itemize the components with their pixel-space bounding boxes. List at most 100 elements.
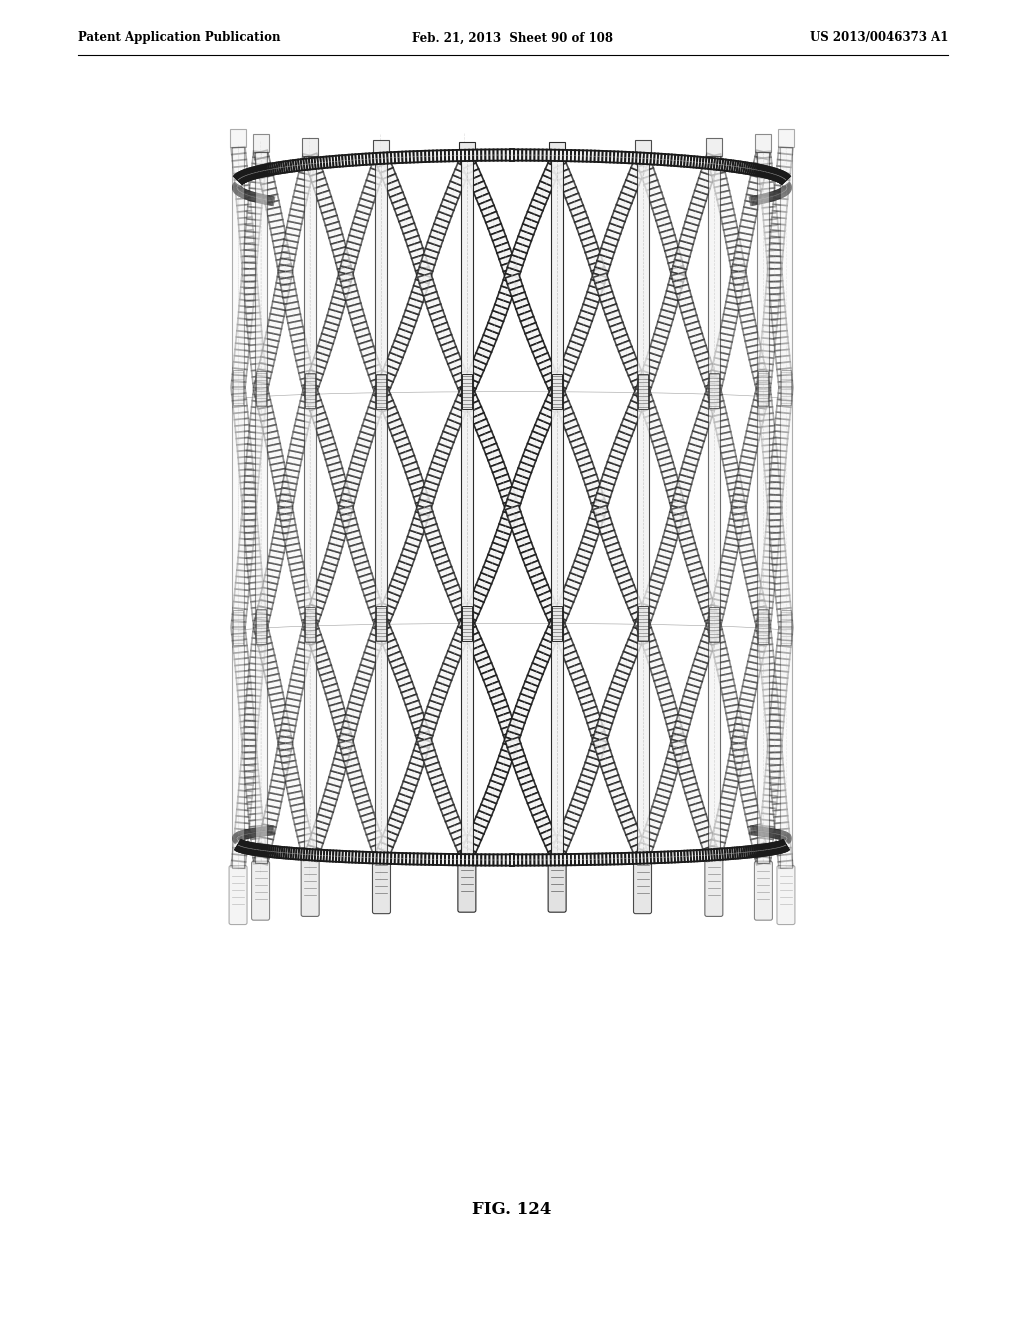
Polygon shape: [420, 512, 435, 521]
Polygon shape: [314, 157, 318, 169]
Polygon shape: [236, 432, 250, 438]
FancyBboxPatch shape: [256, 371, 265, 407]
Polygon shape: [553, 609, 568, 620]
Polygon shape: [233, 836, 241, 841]
Polygon shape: [239, 306, 253, 313]
Polygon shape: [741, 846, 744, 858]
Polygon shape: [502, 149, 506, 161]
Polygon shape: [238, 318, 252, 326]
Polygon shape: [781, 187, 786, 195]
Polygon shape: [245, 231, 259, 239]
Polygon shape: [236, 343, 250, 351]
Polygon shape: [399, 216, 415, 228]
Polygon shape: [646, 352, 662, 363]
Polygon shape: [309, 158, 313, 169]
Polygon shape: [336, 260, 351, 269]
Polygon shape: [563, 854, 567, 866]
Polygon shape: [771, 696, 786, 704]
Polygon shape: [698, 364, 714, 375]
Polygon shape: [777, 400, 792, 407]
Polygon shape: [231, 861, 246, 869]
Polygon shape: [445, 585, 461, 595]
Polygon shape: [762, 828, 764, 836]
Polygon shape: [360, 812, 376, 822]
Polygon shape: [237, 682, 252, 690]
Polygon shape: [253, 619, 267, 627]
Polygon shape: [249, 432, 263, 440]
Polygon shape: [383, 639, 398, 651]
Polygon shape: [691, 339, 707, 350]
Polygon shape: [296, 593, 311, 602]
Polygon shape: [279, 264, 293, 273]
Polygon shape: [241, 243, 255, 251]
Polygon shape: [774, 185, 788, 193]
Polygon shape: [354, 444, 370, 454]
Polygon shape: [232, 400, 247, 407]
Polygon shape: [244, 842, 247, 853]
Polygon shape: [642, 830, 657, 841]
Polygon shape: [783, 834, 788, 841]
Polygon shape: [546, 841, 561, 853]
Polygon shape: [689, 334, 705, 343]
Polygon shape: [247, 842, 250, 854]
Polygon shape: [466, 632, 481, 644]
Polygon shape: [245, 191, 249, 199]
Polygon shape: [322, 796, 337, 805]
Polygon shape: [241, 832, 244, 840]
Polygon shape: [433, 150, 437, 162]
Polygon shape: [456, 164, 471, 174]
Polygon shape: [447, 413, 463, 424]
Polygon shape: [525, 211, 541, 223]
Polygon shape: [758, 828, 760, 836]
Polygon shape: [636, 853, 640, 863]
Polygon shape: [329, 771, 344, 780]
Polygon shape: [775, 589, 790, 597]
Polygon shape: [618, 579, 634, 590]
Polygon shape: [238, 211, 252, 218]
Polygon shape: [373, 156, 388, 166]
FancyBboxPatch shape: [458, 853, 476, 912]
Polygon shape: [757, 619, 771, 627]
Polygon shape: [493, 469, 508, 479]
Polygon shape: [233, 837, 241, 842]
Polygon shape: [532, 425, 548, 437]
Polygon shape: [502, 743, 516, 754]
Polygon shape: [722, 692, 737, 701]
Polygon shape: [607, 455, 623, 466]
Polygon shape: [266, 444, 282, 453]
Polygon shape: [238, 187, 243, 195]
Polygon shape: [558, 829, 573, 840]
Polygon shape: [245, 238, 259, 244]
Polygon shape: [757, 850, 772, 858]
Polygon shape: [678, 709, 693, 718]
Polygon shape: [664, 531, 678, 540]
Polygon shape: [239, 462, 253, 470]
Polygon shape: [478, 341, 494, 352]
Polygon shape: [626, 407, 641, 418]
Polygon shape: [351, 549, 367, 558]
Polygon shape: [254, 618, 269, 628]
Polygon shape: [629, 634, 644, 644]
Polygon shape: [245, 470, 259, 477]
Polygon shape: [624, 413, 639, 424]
Polygon shape: [702, 845, 718, 855]
Polygon shape: [438, 335, 454, 346]
Polygon shape: [721, 450, 736, 459]
Polygon shape: [387, 853, 391, 863]
Polygon shape: [678, 154, 682, 166]
Polygon shape: [739, 161, 743, 173]
Polygon shape: [488, 688, 504, 698]
Polygon shape: [523, 681, 539, 693]
Polygon shape: [760, 825, 774, 833]
FancyBboxPatch shape: [778, 129, 794, 148]
Polygon shape: [275, 487, 290, 496]
Polygon shape: [319, 672, 335, 681]
Polygon shape: [314, 185, 330, 195]
Polygon shape: [751, 643, 766, 652]
Polygon shape: [416, 267, 431, 277]
Polygon shape: [783, 833, 786, 841]
Polygon shape: [383, 597, 398, 609]
Polygon shape: [758, 195, 761, 203]
Polygon shape: [233, 183, 242, 189]
Polygon shape: [242, 746, 256, 752]
